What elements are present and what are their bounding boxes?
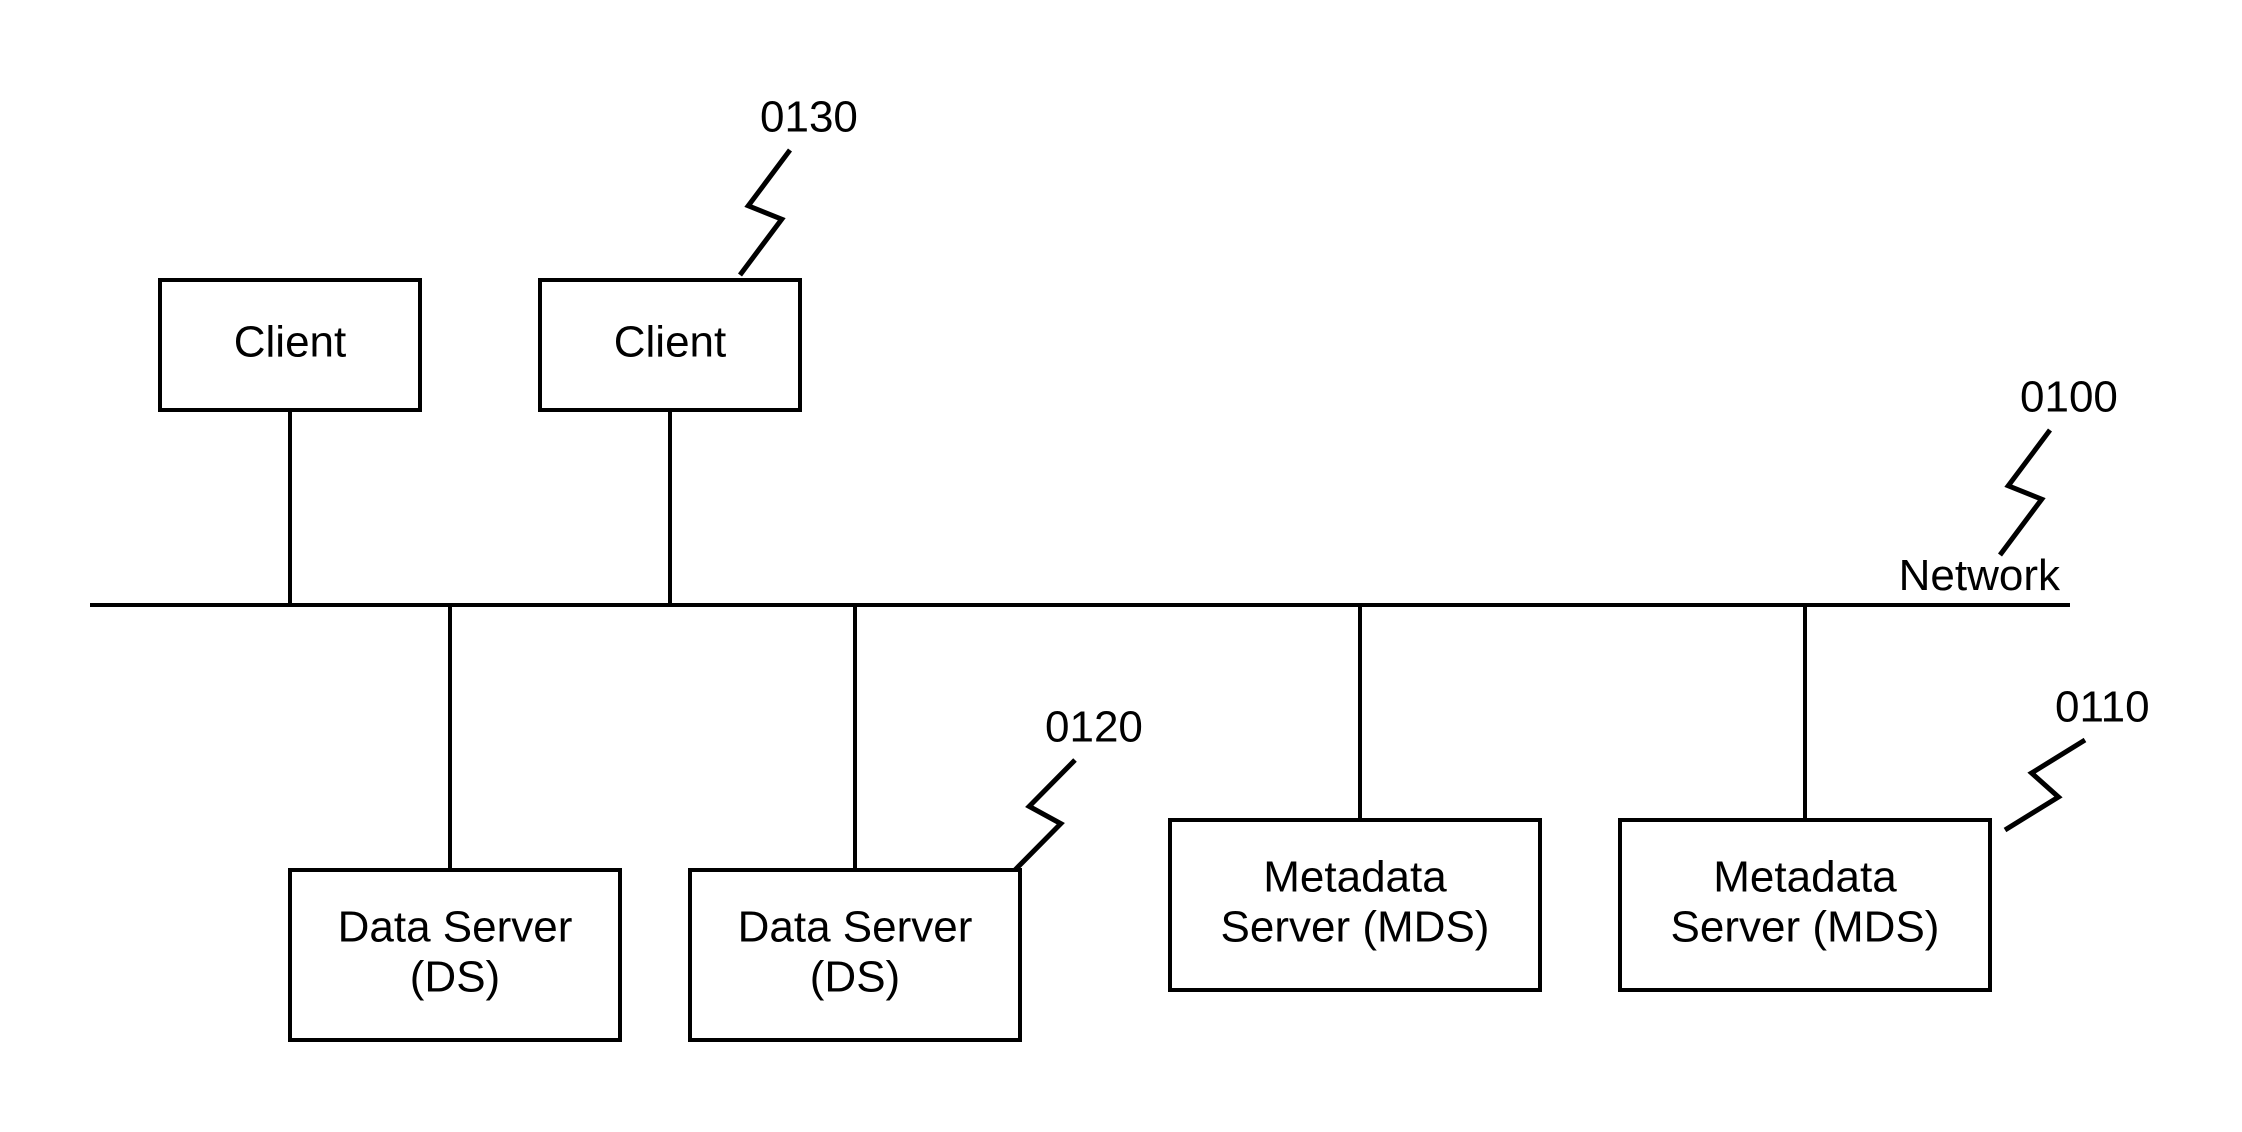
- node-label-mds1-line1: Server (MDS): [1221, 903, 1490, 952]
- node-label-ds2-line0: Data Server: [738, 903, 973, 952]
- callout-ref-0120: 0120: [1045, 703, 1143, 752]
- node-label-mds1-line0: Metadata: [1263, 853, 1447, 902]
- callout-leader-0100: [2000, 430, 2050, 555]
- node-label-ds1-line0: Data Server: [338, 903, 573, 952]
- node-label-client1-line0: Client: [234, 318, 347, 367]
- callout-ref-0110: 0110: [2055, 683, 2150, 732]
- node-label-ds1-line1: (DS): [410, 953, 500, 1002]
- node-label-mds2-line1: Server (MDS): [1671, 903, 1940, 952]
- callout-ref-0130: 0130: [760, 93, 858, 142]
- callout-ref-0100: 0100: [2020, 373, 2118, 422]
- node-label-ds2-line1: (DS): [810, 953, 900, 1002]
- callout-leader-0120: [1015, 760, 1075, 870]
- callout-leader-0130: [740, 150, 790, 275]
- callout-leader-0110: [2005, 740, 2085, 830]
- node-label-client2-line0: Client: [614, 318, 727, 367]
- node-label-mds2-line0: Metadata: [1713, 853, 1897, 902]
- network-bus-label: Network: [1899, 551, 2061, 600]
